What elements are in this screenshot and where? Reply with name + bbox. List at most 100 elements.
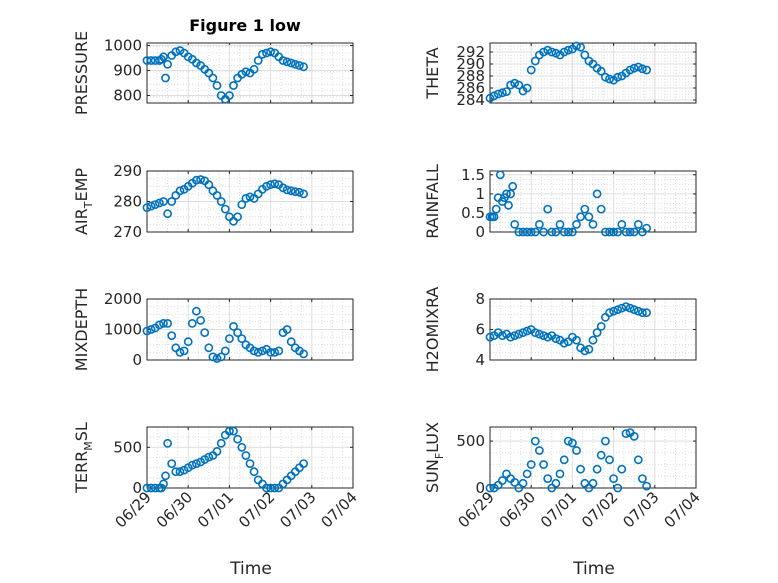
data-point: [146, 201, 156, 211]
data-point: [286, 337, 296, 347]
subplot-8: 06/2906/3007/0107/0207/0307/040500SUNFLU…: [423, 422, 704, 531]
data-point: [220, 346, 230, 356]
data-point: [551, 478, 561, 488]
data-point: [518, 328, 528, 337]
data-point: [142, 483, 152, 493]
data-point: [154, 198, 164, 208]
x-tick-label: 07/04: [318, 488, 361, 531]
data-point: [530, 56, 540, 66]
data-point: [504, 200, 513, 210]
y-tick-label: 0.5: [461, 204, 485, 222]
data-point: [171, 467, 181, 477]
data-point: [286, 186, 296, 196]
data-point: [613, 305, 623, 315]
data-point: [179, 346, 189, 356]
data-point: [253, 56, 263, 65]
data-point: [175, 347, 185, 357]
data-point: [257, 346, 267, 356]
data-point: [200, 328, 210, 337]
data-point: [605, 227, 614, 237]
data-point: [576, 212, 585, 222]
data-point: [229, 426, 238, 436]
data-point: [171, 190, 181, 200]
data-point: [642, 308, 651, 318]
data-point: [543, 474, 553, 483]
data-point: [266, 347, 275, 357]
data-point: [514, 80, 524, 90]
data-point: [642, 481, 651, 491]
data-point: [212, 446, 222, 456]
data-point: [596, 66, 606, 76]
x-tick-label: 06/30: [153, 488, 196, 531]
data-point: [497, 88, 507, 98]
data-point: [588, 478, 598, 488]
y-tick-label: 6: [475, 321, 485, 339]
y-tick-label: 284: [456, 91, 485, 109]
data-point: [502, 469, 511, 479]
data-point: [625, 227, 635, 237]
data-point: [633, 219, 643, 229]
data-point: [187, 460, 197, 470]
data-point: [146, 56, 156, 65]
data-point: [514, 227, 524, 237]
x-tick-label: 07/04: [661, 488, 704, 531]
data-point: [489, 91, 499, 101]
y-tick-label: 500: [113, 438, 142, 456]
data-point: [535, 446, 544, 455]
data-point: [510, 331, 520, 340]
data-point: [233, 328, 242, 337]
data-point: [572, 446, 581, 455]
data-point: [159, 318, 168, 328]
data-point: [539, 47, 548, 57]
data-point: [167, 459, 177, 468]
x-axis-label-right: Time: [572, 559, 615, 579]
data-point: [196, 315, 205, 325]
data-point: [559, 227, 569, 237]
data-point: [485, 483, 495, 493]
data-point: [551, 334, 561, 343]
data-point: [163, 318, 172, 328]
data-point: [609, 306, 618, 316]
data-point: [563, 227, 573, 237]
data-point: [159, 197, 168, 206]
data-point: [506, 80, 515, 90]
data-point: [216, 352, 226, 362]
data-point: [262, 181, 271, 191]
x-axis-label-left: Time: [229, 559, 272, 579]
data-point: [299, 62, 308, 72]
data-point: [216, 438, 226, 448]
data-point: [592, 464, 602, 474]
y-tick-label: 8: [475, 290, 485, 308]
y-axis-label: AIRTEMP: [72, 168, 95, 235]
data-point: [638, 474, 647, 483]
subplot-6: 4 6 8 H2OMIXRA: [423, 287, 697, 372]
data-point: [257, 49, 267, 59]
data-point: [601, 72, 610, 82]
data-point: [580, 204, 590, 214]
data-point: [621, 227, 631, 237]
data-point: [175, 186, 185, 196]
data-point: [539, 331, 548, 340]
y-tick-label: 800: [113, 87, 142, 105]
data-point: [237, 334, 247, 343]
data-point: [212, 190, 222, 200]
data-point: [161, 73, 170, 83]
data-point: [161, 471, 170, 481]
data-point: [270, 347, 280, 357]
data-point: [601, 312, 610, 322]
data-point: [568, 227, 577, 237]
y-tick-label: 0: [475, 223, 485, 241]
x-tick-label: 07/02: [578, 488, 621, 531]
data-point: [633, 306, 643, 316]
y-axis-label: SUNFLUX: [423, 422, 446, 493]
data-point: [245, 192, 255, 202]
data-point: [233, 434, 242, 444]
data-point: [535, 329, 544, 339]
data-point: [580, 346, 590, 356]
data-point: [163, 438, 172, 448]
data-point: [159, 479, 168, 489]
data-point: [204, 452, 214, 462]
data-point: [274, 346, 284, 356]
data-point: [229, 216, 238, 226]
